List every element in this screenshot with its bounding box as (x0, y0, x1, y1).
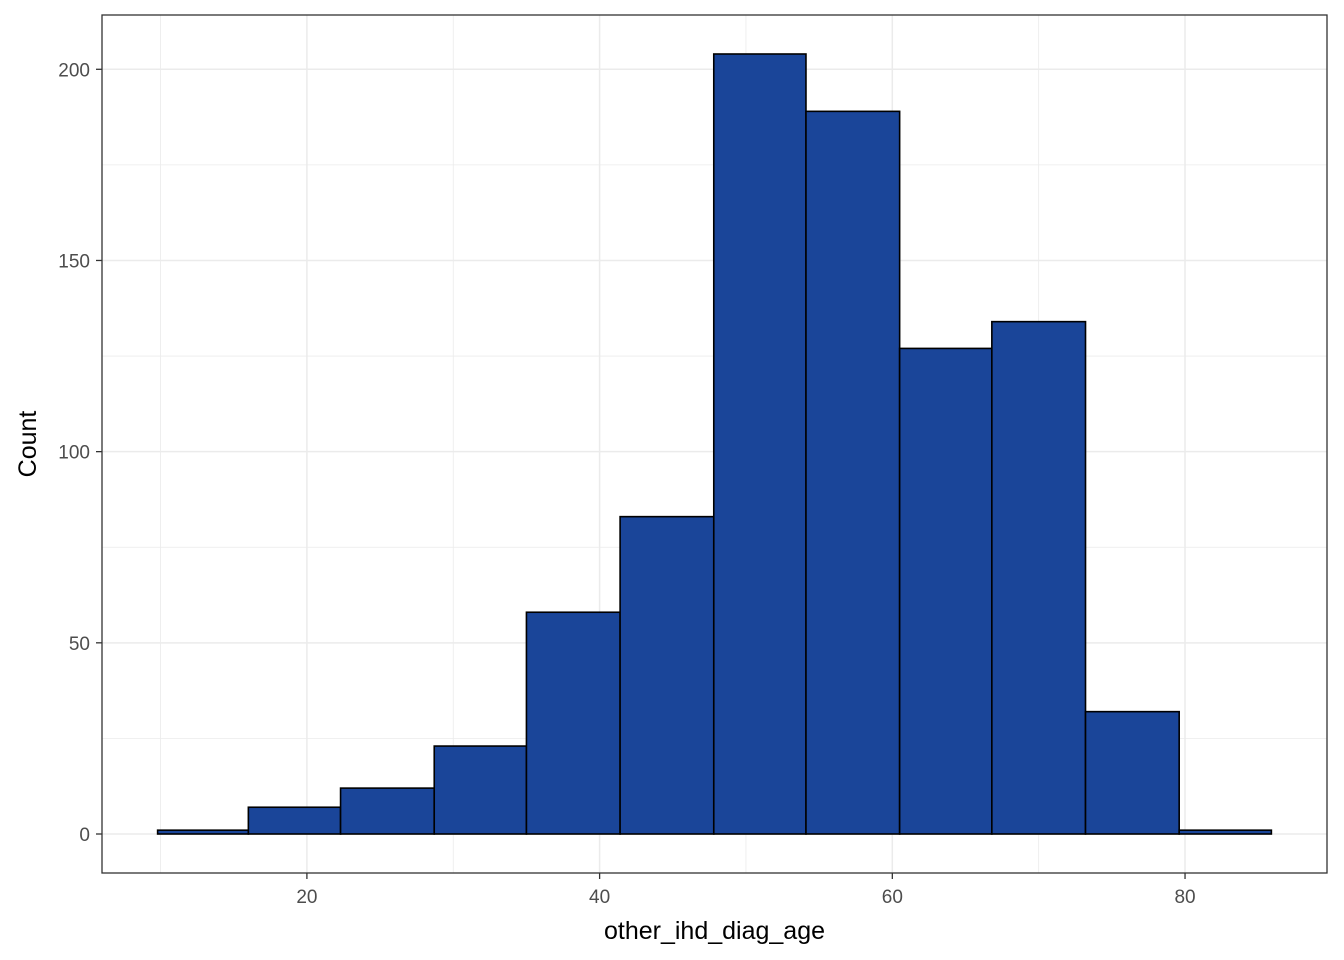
x-tick-label: 60 (882, 887, 903, 908)
histogram-bar (1084, 710, 1180, 835)
histogram-bar (339, 787, 436, 835)
y-tick-label: 0 (79, 825, 90, 846)
y-tick-label: 200 (58, 60, 90, 81)
y-tick-label: 100 (58, 443, 90, 464)
x-tick-label: 40 (589, 887, 610, 908)
histogram-bar (805, 110, 901, 835)
x-tick-label: 20 (296, 887, 317, 908)
y-tick-label: 50 (69, 634, 90, 655)
y-axis-title: Count (14, 411, 42, 478)
histogram-bar (991, 320, 1087, 835)
x-axis-title: other_ihd_diag_age (604, 917, 825, 945)
y-tick-label: 150 (58, 251, 90, 272)
histogram-bar (1178, 829, 1273, 835)
x-tick-label: 80 (1174, 887, 1195, 908)
histogram-bar (898, 347, 993, 835)
histogram-bar (247, 806, 342, 835)
histogram-bars (156, 53, 1273, 835)
panel-border (101, 14, 1328, 874)
histogram-bar (433, 745, 528, 835)
axes: 20 40 60 80 0 50 100 150 200 (58, 60, 1195, 908)
histogram-bar (712, 53, 807, 835)
histogram-bar (525, 611, 621, 835)
histogram-bar (619, 515, 715, 835)
histogram-bar (156, 829, 250, 835)
